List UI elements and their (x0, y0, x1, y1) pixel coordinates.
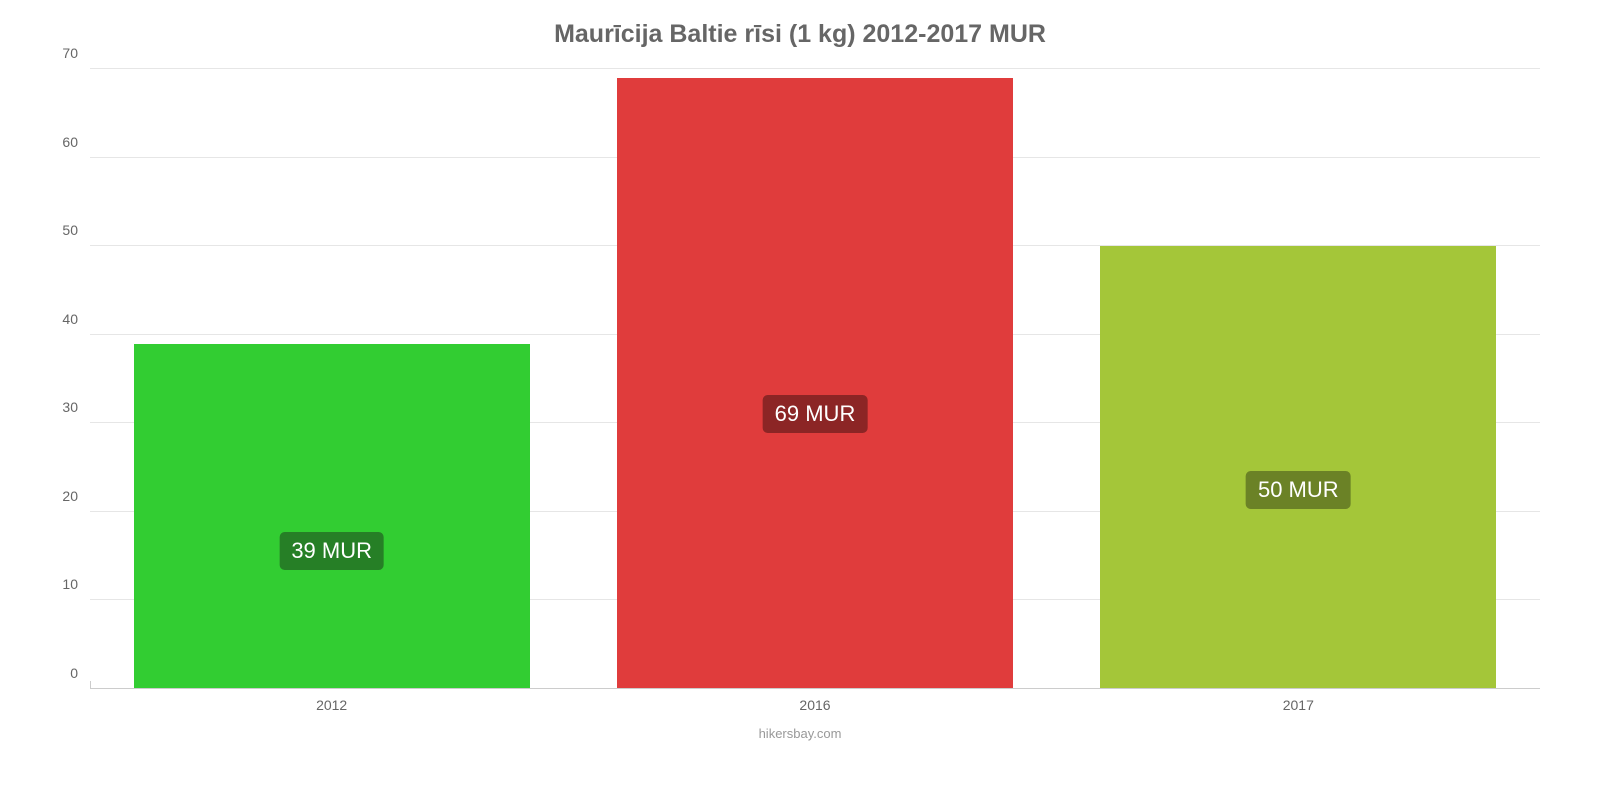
bar-group-2017: 50 MUR (1057, 69, 1540, 689)
y-tick-7: 70 (62, 45, 78, 61)
x-tick-2012: 2012 (90, 689, 573, 719)
bar-label-2017: 50 MUR (1246, 471, 1351, 509)
chart-title: Maurīcija Baltie rīsi (1 kg) 2012-2017 M… (40, 20, 1560, 49)
bar-label-2016: 69 MUR (763, 395, 868, 433)
y-tick-0: 0 (70, 665, 78, 681)
bar-2012: 39 MUR (134, 344, 530, 689)
y-tick-6: 60 (62, 134, 78, 150)
bar-group-2016: 69 MUR (573, 69, 1056, 689)
bar-2017: 50 MUR (1100, 246, 1496, 689)
x-axis: 2012 2016 2017 (90, 689, 1540, 719)
x-tick-2017: 2017 (1057, 689, 1540, 719)
y-tick-3: 30 (62, 399, 78, 415)
y-axis: 0 10 20 30 40 50 60 70 (40, 69, 90, 689)
y-axis-tick-mark (90, 681, 91, 689)
attribution: hikersbay.com (759, 726, 842, 741)
y-tick-5: 50 (62, 222, 78, 238)
y-tick-1: 10 (62, 576, 78, 592)
chart-container: 0 10 20 30 40 50 60 70 39 MUR 69 MUR (40, 69, 1560, 749)
bar-2016: 69 MUR (617, 78, 1013, 689)
bars-container: 39 MUR 69 MUR 50 MUR (90, 69, 1540, 689)
x-tick-2016: 2016 (573, 689, 1056, 719)
bar-group-2012: 39 MUR (90, 69, 573, 689)
plot-area: 39 MUR 69 MUR 50 MUR (90, 69, 1540, 689)
y-tick-4: 40 (62, 311, 78, 327)
bar-label-2012: 39 MUR (279, 532, 384, 570)
y-tick-2: 20 (62, 488, 78, 504)
